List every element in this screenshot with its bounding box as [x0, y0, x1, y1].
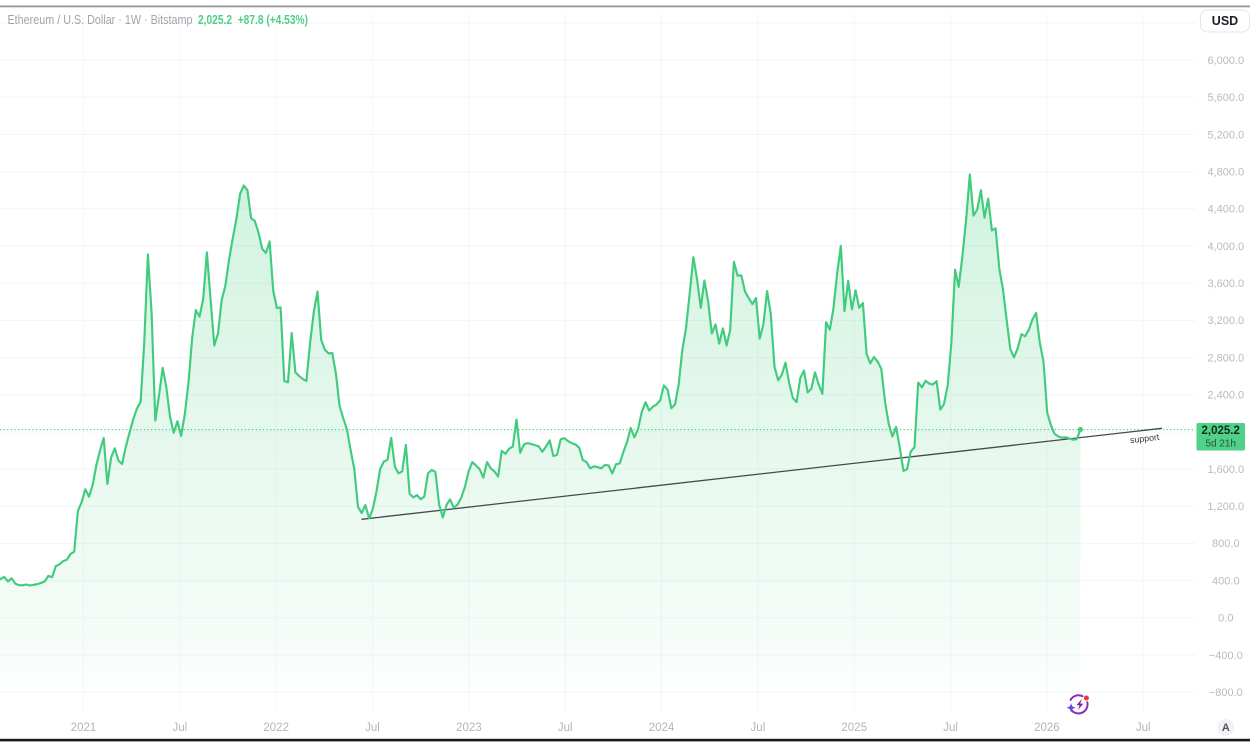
svg-text:2021: 2021: [71, 722, 97, 734]
svg-text:USD: USD: [1212, 14, 1238, 28]
svg-text:2022: 2022: [263, 722, 289, 734]
svg-text:4,000.0: 4,000.0: [1207, 241, 1244, 253]
svg-text:2024: 2024: [649, 722, 675, 734]
svg-text:Jul: Jul: [365, 722, 380, 734]
svg-text:5,600.0: 5,600.0: [1207, 92, 1244, 104]
svg-text:Jul: Jul: [172, 722, 187, 734]
svg-text:A: A: [1222, 722, 1230, 734]
svg-text:2025: 2025: [841, 722, 867, 734]
svg-text:Jul: Jul: [1136, 722, 1151, 734]
svg-text:Ethereum / U.S. Dollar · 1W ·: Ethereum / U.S. Dollar · 1W · Bitstamp: [8, 13, 193, 27]
svg-text:1,600.0: 1,600.0: [1207, 464, 1244, 476]
svg-text:800.0: 800.0: [1212, 538, 1240, 550]
svg-text:2,800.0: 2,800.0: [1207, 352, 1244, 364]
svg-text:Jul: Jul: [943, 722, 958, 734]
svg-text:−800.0: −800.0: [1209, 687, 1243, 699]
svg-text:Jul: Jul: [751, 722, 766, 734]
svg-text:5,200.0: 5,200.0: [1207, 129, 1244, 141]
svg-text:5d 21h: 5d 21h: [1205, 439, 1236, 450]
svg-text:0.0: 0.0: [1218, 613, 1233, 625]
svg-text:2026: 2026: [1034, 722, 1060, 734]
svg-text:4,800.0: 4,800.0: [1207, 166, 1244, 178]
svg-text:400.0: 400.0: [1212, 575, 1240, 587]
svg-text:2,400.0: 2,400.0: [1207, 390, 1244, 402]
svg-text:−400.0: −400.0: [1209, 650, 1243, 662]
svg-text:support: support: [1130, 432, 1161, 445]
svg-text:2,025.2: 2,025.2: [1202, 425, 1240, 437]
svg-text:2,025.2 +87.8 (+4.53%): 2,025.2 +87.8 (+4.53%): [198, 13, 308, 27]
svg-text:4,400.0: 4,400.0: [1207, 204, 1244, 216]
svg-text:Jul: Jul: [558, 722, 573, 734]
svg-text:6,000.0: 6,000.0: [1207, 55, 1244, 67]
svg-text:1,200.0: 1,200.0: [1207, 501, 1244, 513]
svg-text:2023: 2023: [456, 722, 482, 734]
svg-text:3,200.0: 3,200.0: [1207, 315, 1244, 327]
svg-text:3,600.0: 3,600.0: [1207, 278, 1244, 290]
